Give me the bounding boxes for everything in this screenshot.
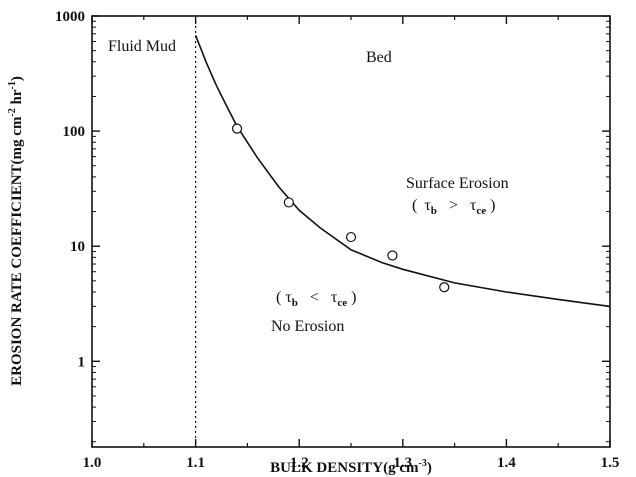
y-tick-label: 10 <box>70 239 85 255</box>
data-point <box>439 282 450 293</box>
y-tick-label: 1 <box>78 354 86 370</box>
x-tick-label: 1.2 <box>290 455 309 471</box>
x-axis-title: BULK DENSITY(g cm-3) <box>270 458 432 476</box>
y-axis-title: EROSION RATE COEFFICIENT(mg cm-2 hr-1) <box>7 76 25 386</box>
bed-label: Bed <box>366 49 392 66</box>
data-points <box>231 123 450 293</box>
data-point <box>345 231 357 243</box>
data-point <box>387 250 398 261</box>
x-tick-label: 1.1 <box>186 455 205 471</box>
plot-frame <box>91 15 611 448</box>
no-erosion-label: No Erosion <box>271 318 344 335</box>
data-point <box>283 197 294 208</box>
surface-erosion-condition: ( τb > τce ) <box>412 197 495 218</box>
x-tick-label: 1.5 <box>601 455 620 471</box>
axis-ticks <box>91 15 611 447</box>
fluid-mud-label: Fluid Mud <box>108 38 176 55</box>
y-tick-label: 1000 <box>55 9 85 25</box>
data-point <box>231 123 243 134</box>
x-tick-label: 1.0 <box>83 455 102 471</box>
surface-erosion-label: Surface Erosion <box>406 175 509 192</box>
x-tick-label: 1.3 <box>393 455 412 471</box>
fit-curve <box>194 35 611 308</box>
y-tick-label: 100 <box>63 124 86 140</box>
x-tick-label: 1.4 <box>497 455 516 471</box>
no-erosion-condition: ( τb < τce ) <box>276 289 356 310</box>
axis-tick-labels: 1.0 1.1 1.2 1.3 1.4 1.5 1 10 100 1000 <box>55 9 619 471</box>
